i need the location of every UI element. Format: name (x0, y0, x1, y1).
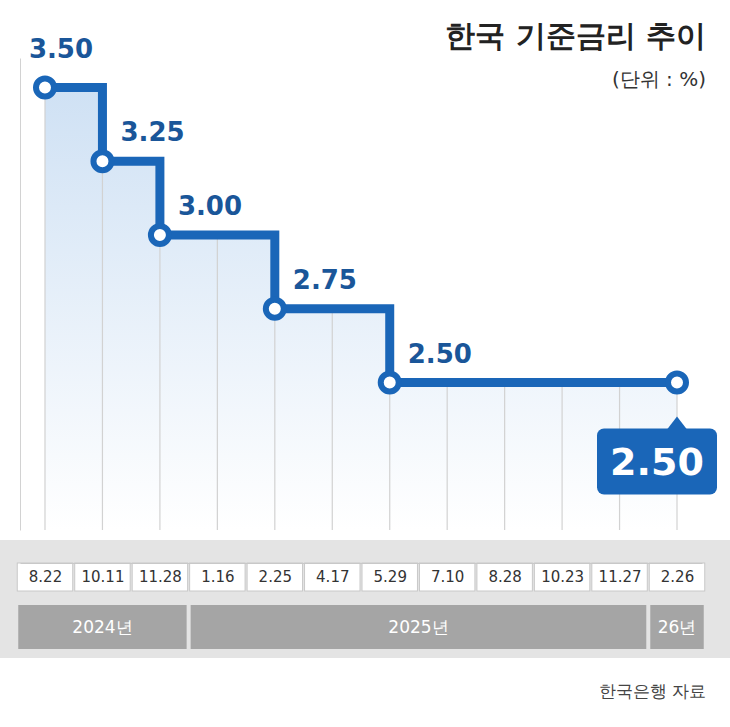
date-box (305, 563, 360, 591)
x-tick: 8.22 (29, 563, 62, 586)
data-label: 2.75 (293, 265, 357, 295)
grid-line (389, 383, 390, 531)
x-tick: 10.11 (81, 563, 124, 586)
date-box (247, 563, 302, 591)
x-tick: 5.29 (374, 563, 407, 586)
x-tick-label: 10.11 (81, 568, 124, 586)
y-axis-line (20, 59, 21, 531)
date-box (419, 563, 474, 591)
year-box (650, 605, 703, 649)
date-box (534, 563, 589, 591)
grid-line (44, 88, 45, 531)
date-box (132, 563, 187, 591)
data-label: 3.50 (29, 34, 93, 64)
x-tick: 2.25 (259, 563, 292, 586)
grid-line (504, 383, 505, 531)
year-label: 2025년 (388, 617, 448, 637)
x-tick: 7.10 (431, 563, 464, 586)
grid-line (561, 383, 562, 531)
x-tick: 11.28 (139, 563, 182, 586)
marker (36, 79, 54, 97)
year-label: 2024년 (72, 617, 132, 637)
x-tick-label: 8.28 (488, 568, 521, 586)
data-label: 3.25 (120, 117, 184, 147)
marker (266, 300, 284, 318)
date-box (477, 563, 532, 591)
date-box (190, 563, 245, 591)
x-axis-line (21, 563, 703, 564)
year-box (191, 605, 647, 649)
marker (151, 226, 169, 244)
source: 한국은행 자료 (599, 681, 706, 701)
x-tick-label: 2.26 (661, 568, 694, 586)
x-tick-label: 10.23 (541, 568, 584, 586)
x-tick-label: 5.29 (374, 568, 407, 586)
data-label: 2.50 (408, 339, 472, 369)
x-tick-label: 4.17 (316, 568, 349, 586)
year-label: 26년 (658, 617, 697, 637)
marker (93, 152, 111, 170)
axis-band (0, 540, 730, 658)
area (45, 88, 677, 531)
x-tick-label: 1.16 (201, 568, 234, 586)
grid-line (274, 309, 275, 530)
callout-box (597, 429, 717, 495)
x-tick: 4.17 (316, 563, 349, 586)
data-label: 2.50 (610, 440, 704, 484)
grid-line (447, 383, 448, 531)
x-tick: 2.26 (661, 563, 694, 586)
grid-line (102, 161, 103, 530)
x-tick: 10.23 (541, 563, 584, 586)
x-tick-label: 8.22 (29, 568, 62, 586)
title: 한국 기준금리 추이 (445, 18, 706, 53)
callout-pointer (667, 417, 687, 430)
x-tick-label: 7.10 (431, 568, 464, 586)
x-tick-label: 11.27 (599, 568, 642, 586)
marker (668, 374, 686, 392)
grid-line (217, 235, 218, 530)
x-tick: 8.28 (488, 563, 521, 586)
x-tick-label: 11.28 (139, 568, 182, 586)
date-box (17, 563, 72, 591)
line (45, 88, 677, 383)
chart: 한국 기준금리 추이 (단위 : %) 8.22 10.11 11.28 1.16 2.25… (0, 0, 730, 727)
x-axis: 8.22 10.11 11.28 1.16 2.25 4.17 5.29 7.10 8.28 10… (21, 563, 703, 586)
year-groups: 2024년 2025년 26년 (18, 605, 703, 649)
grid-line (159, 235, 160, 530)
date-box (592, 563, 647, 591)
x-tick-label: 2.25 (259, 568, 292, 586)
data-labels: 3.50 3.25 3.00 2.75 2.50 2.50 (29, 34, 717, 495)
plot-area (36, 79, 686, 531)
date-box (649, 563, 704, 591)
y-axis (20, 59, 21, 531)
marker (381, 374, 399, 392)
data-label: 3.00 (178, 191, 242, 221)
subtitle: (단위 : %) (612, 67, 706, 91)
date-box (75, 563, 130, 591)
x-tick: 11.27 (599, 563, 642, 586)
grid-line (332, 309, 333, 530)
x-tick: 1.16 (201, 563, 234, 586)
date-box (362, 563, 417, 591)
year-box (18, 605, 186, 649)
